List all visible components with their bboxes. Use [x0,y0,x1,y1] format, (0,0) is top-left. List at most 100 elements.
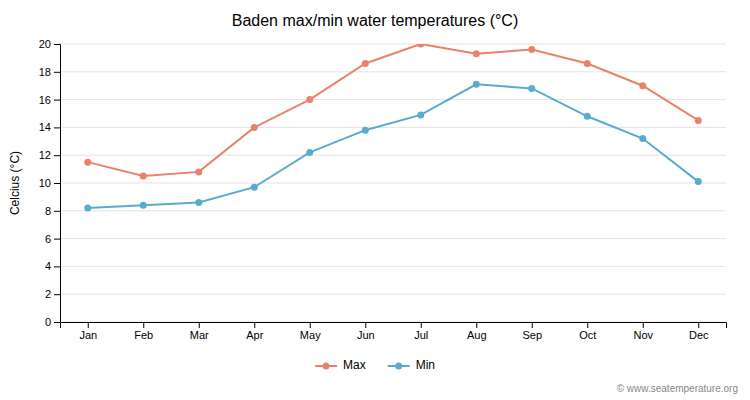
y-tick: 6 [45,233,60,245]
grid-line [60,294,726,295]
x-axis-line [61,323,727,329]
x-tick: Nov [633,322,653,341]
chart-container: 0 2 4 6 8 10 12 14 16 18 20 Jan Feb Mar Apr May Jun Jul Au… [0,0,750,400]
y-tick-mark [54,322,60,323]
x-tick-mark [643,322,644,328]
series-point [639,135,646,142]
y-tick-label: 16 [39,94,51,106]
y-tick-label: 20 [39,38,51,50]
grid-line [60,238,726,239]
x-tick-mark [310,322,311,328]
x-tick: Jan [79,322,97,341]
y-tick-mark [54,183,60,184]
series-point [306,149,313,156]
series-point [140,173,147,180]
series-point [473,50,480,57]
y-tick-label: 8 [45,205,51,217]
legend-marker [395,363,402,370]
grid-line [60,127,726,128]
grid-line [60,210,726,211]
y-tick-label: 10 [39,177,51,189]
series-point [584,113,591,120]
x-axis: Jan Feb Mar Apr May Jun Jul Aug Sep Oct Nov Dec [61,322,727,341]
series-point [417,111,424,118]
y-tick: 16 [39,94,60,106]
legend-marker [322,363,329,370]
legend: Max Min [315,358,435,372]
legend-label: Min [416,358,435,372]
x-tick-label: Feb [134,329,153,341]
y-tick: 20 [39,38,60,50]
x-tick: Dec [689,322,709,341]
x-tick: May [300,322,321,341]
chart-title: Baden max/min water temperatures (°C) [232,12,519,29]
y-tick: 12 [39,149,60,161]
series-point [362,127,369,134]
y-tick: 18 [39,66,60,78]
grid-line [60,183,726,184]
y-tick: 10 [39,177,60,189]
y-axis-title: Celcius (°C) [8,151,22,215]
x-tick-label: Jan [79,329,97,341]
x-tick-label: Aug [467,329,487,341]
series-line [88,84,699,208]
series-point [84,205,91,212]
series-point [140,202,147,209]
x-tick: Apr [246,322,263,341]
grid-line [60,155,726,156]
y-tick-mark [54,211,60,212]
y-tick-mark [54,127,60,128]
x-tick-label: Oct [579,329,596,341]
annotation: © www.seatemperature.org [617,383,738,394]
series-point [84,159,91,166]
y-tick-mark [54,72,60,73]
x-tick: Oct [579,322,596,341]
x-tick-mark [421,322,422,328]
series-point [195,168,202,175]
x-tick: Sep [522,322,542,341]
series-point [306,96,313,103]
grid-line [60,44,726,45]
y-tick-label: 12 [39,149,51,161]
y-tick-label: 2 [45,288,51,300]
x-tick: Feb [134,322,153,341]
x-tick-mark [365,322,366,328]
y-tick-mark [54,239,60,240]
y-axis-line [54,45,61,323]
y-tick-mark [54,155,60,156]
x-tick: Jul [414,322,428,341]
x-tick-mark [254,322,255,328]
series-point [251,184,258,191]
x-tick-label: Jun [357,329,375,341]
grid-line [60,99,726,100]
series-point [195,199,202,206]
y-tick-mark [54,44,60,45]
x-tick-label: Sep [522,329,542,341]
series-point [528,85,535,92]
y-tick: 14 [39,121,60,133]
x-tick-mark [199,322,200,328]
y-tick-label: 0 [45,316,51,328]
series-line [88,44,699,176]
y-tick-mark [54,294,60,295]
y-tick-label: 14 [39,121,51,133]
y-tick: 4 [45,260,60,272]
y-tick: 2 [45,288,60,300]
series-point [362,60,369,67]
legend-label: Max [343,358,366,372]
y-tick-mark [54,266,60,267]
y-tick-label: 18 [39,66,51,78]
x-tick-label: Dec [689,329,709,341]
x-tick-label: Mar [190,329,209,341]
x-tick-mark [88,322,89,328]
y-tick: 8 [45,205,60,217]
legend-item: Min [388,358,435,372]
y-axis: 0 2 4 6 8 10 12 14 16 18 20 [39,38,61,328]
x-tick-label: May [300,329,321,341]
series-point [695,178,702,185]
marks [84,44,702,212]
plot-area: 0 2 4 6 8 10 12 14 16 18 20 Jan Feb Mar Apr May Jun Jul Au… [39,38,727,341]
legend-item: Max [315,358,366,372]
x-tick: Aug [467,322,487,341]
chart-svg: 0 2 4 6 8 10 12 14 16 18 20 Jan Feb Mar Apr May Jun Jul Au… [0,0,750,400]
